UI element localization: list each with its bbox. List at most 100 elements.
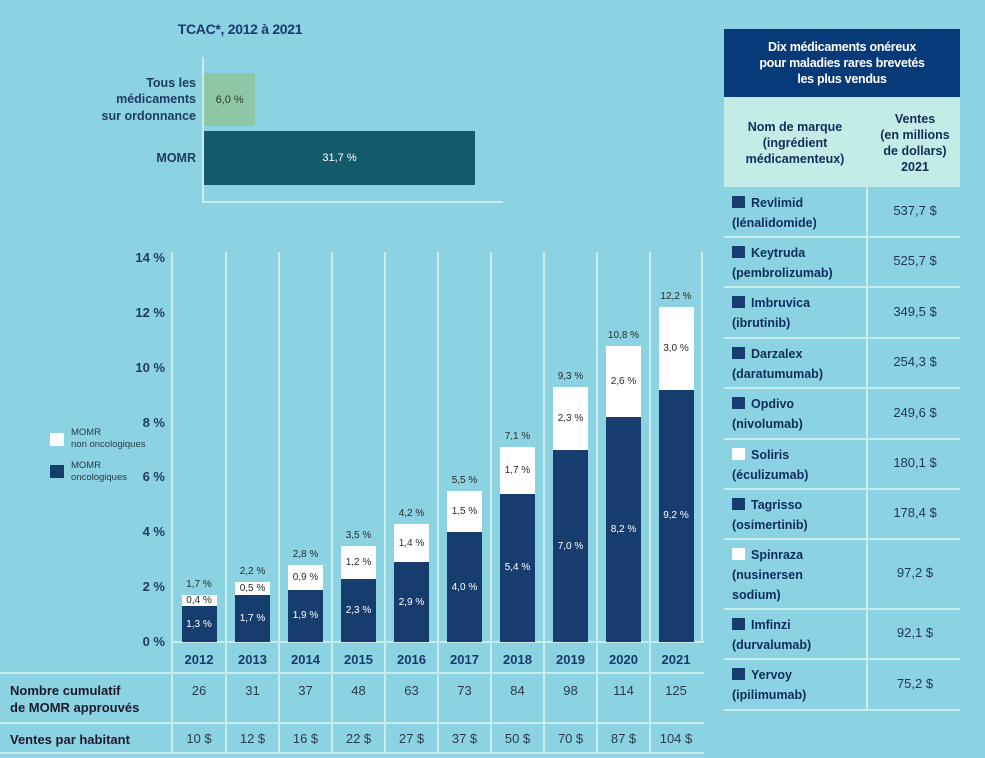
drug-ingredient: (éculizumab) — [732, 468, 809, 482]
x-tick-label: 2016 — [397, 652, 426, 667]
bar-oncology: 1,9 % — [288, 589, 323, 642]
y-tick-label: 4 % — [142, 524, 165, 540]
drug-ingredient: (nivolumab) — [732, 417, 803, 431]
column-separator — [331, 252, 333, 753]
bar-non-oncology: 3,0 % — [658, 307, 694, 390]
bar-non-oncology: 0,5 % — [235, 581, 270, 596]
drug-brand: Imfinzi — [751, 618, 791, 632]
table-cell-sales-per-capita: 104 $ — [659, 731, 693, 746]
y-tick-label: 6 % — [142, 469, 165, 485]
drug-ingredient: (pembrolizumab) — [732, 266, 833, 280]
drug-name: Imfinzi (durvalumab) — [732, 615, 811, 655]
table-cell-sales-per-capita: 37 $ — [451, 731, 478, 746]
drug-row-divider — [724, 709, 960, 711]
table-cell-sales-per-capita: 50 $ — [504, 731, 531, 746]
column-separator — [384, 252, 386, 753]
drug-row-divider — [724, 337, 960, 339]
drug-name: Soliris (éculizumab) — [732, 445, 808, 485]
drug-ingredient: (durvalumab) — [732, 638, 812, 652]
table-cell-approvals: 125 — [665, 683, 687, 698]
oncology-swatch — [732, 397, 745, 409]
bar-oncology: 2,3 % — [341, 578, 376, 642]
cagr-axis-line — [202, 57, 204, 203]
table-cell-approvals: 48 — [351, 683, 366, 698]
x-tick-label: 2018 — [503, 652, 532, 667]
bar-total-label: 1,7 % — [186, 579, 212, 591]
table-cell-approvals: 73 — [457, 683, 472, 698]
drug-ingredient: (ibrutinib) — [732, 316, 791, 330]
drug-name: Darzalex (daratumumab) — [732, 344, 823, 384]
drug-name: Yervoy (ipilimumab) — [732, 665, 806, 705]
bar-non-oncology: 0,9 % — [288, 565, 323, 590]
bar-non-oncology: 1,2 % — [341, 546, 376, 579]
drug-name: Spinraza (nusinersen sodium) — [732, 545, 803, 605]
drug-sales-value: 249,6 $ — [893, 404, 937, 420]
column-separator — [649, 252, 651, 753]
drug-table-separator — [866, 187, 868, 710]
column-separator — [278, 252, 280, 753]
bar-non-oncology: 1,5 % — [447, 491, 482, 533]
table-cell-sales-per-capita: 22 $ — [345, 731, 372, 746]
bar-total-label: 2,2 % — [239, 565, 266, 577]
x-tick-label: 2012 — [184, 652, 214, 667]
drug-sales-value: 97,2 $ — [896, 565, 934, 580]
drug-row-divider — [724, 236, 960, 238]
drug-name: Keytruda (pembrolizumab) — [732, 243, 833, 283]
cagr-bar: 6,0 % — [204, 73, 256, 126]
bar-total-label: 4,2 % — [398, 508, 425, 520]
bar-total-label: 9,3 % — [557, 370, 584, 382]
x-tick-label: 2014 — [291, 652, 320, 667]
oncology-swatch — [732, 196, 745, 208]
column-separator — [490, 252, 492, 753]
drug-row-divider — [724, 538, 960, 540]
non-oncology-swatch — [732, 448, 745, 460]
x-tick-label: 2020 — [609, 652, 638, 667]
chart-baseline — [171, 641, 704, 643]
bar-non-oncology: 2,3 % — [553, 386, 588, 450]
drug-brand: Revlimid — [751, 196, 804, 210]
bar-oncology: 2,9 % — [394, 562, 429, 642]
cagr-bar: 31,7 % — [204, 131, 475, 185]
table-cell-sales-per-capita: 87 $ — [610, 731, 637, 746]
column-separator — [225, 252, 227, 753]
drug-brand: Opdivo — [751, 397, 795, 411]
column-separator — [701, 252, 703, 643]
drug-row-divider — [724, 387, 960, 389]
drug-name: Revlimid (lénalidomide) — [732, 193, 817, 233]
bar-total-label: 7,1 % — [504, 431, 531, 443]
x-tick-label: 2013 — [238, 652, 267, 667]
table-cell-sales-per-capita: 16 $ — [292, 731, 319, 746]
bar-non-oncology: 0,4 % — [181, 595, 217, 606]
legend-label-oncology: MOMR oncologiques — [71, 460, 127, 483]
drug-ingredient: (lénalidomide) — [732, 216, 817, 230]
y-tick-label: 2 % — [142, 579, 165, 595]
oncology-swatch — [732, 296, 745, 308]
oncology-swatch — [732, 618, 745, 630]
drug-brand: Tagrisso — [751, 498, 803, 512]
column-separator — [171, 252, 173, 753]
bar-non-oncology: 1,4 % — [394, 524, 429, 563]
drug-sales-value: 537,7 $ — [893, 203, 937, 218]
top-drugs-table-header: Nom de marque (ingrédient médicamenteux)… — [724, 97, 960, 187]
legend-swatch-non-oncology — [50, 433, 64, 446]
top-drugs-table-title: Dix médicaments onéreux pour maladies ra… — [724, 29, 960, 97]
drug-name: Opdivo (nivolumab) — [732, 394, 803, 434]
column-separator — [437, 252, 439, 753]
bar-oncology: 8,2 % — [606, 417, 641, 642]
legend-label-non-oncology: MOMR non oncologiques — [71, 427, 146, 450]
bar-oncology: 1,7 % — [235, 595, 270, 642]
x-tick-label: 2017 — [450, 652, 479, 667]
bar-total-label: 12,2 % — [660, 291, 692, 303]
table-cell-approvals: 98 — [563, 683, 578, 698]
drug-ingredient: sodium) — [732, 588, 781, 602]
table-top-line — [0, 672, 704, 674]
y-tick-label: 8 % — [142, 414, 165, 430]
drug-row-divider — [724, 488, 960, 490]
table-cell-approvals: 84 — [510, 683, 525, 698]
x-tick-label: 2021 — [661, 652, 691, 667]
y-tick-label: 12 % — [135, 304, 165, 320]
column-separator — [543, 252, 545, 753]
table-cell-approvals: 37 — [298, 683, 313, 698]
drug-ingredient: (daratumumab) — [732, 367, 823, 381]
table-cell-approvals: 26 — [191, 683, 207, 698]
